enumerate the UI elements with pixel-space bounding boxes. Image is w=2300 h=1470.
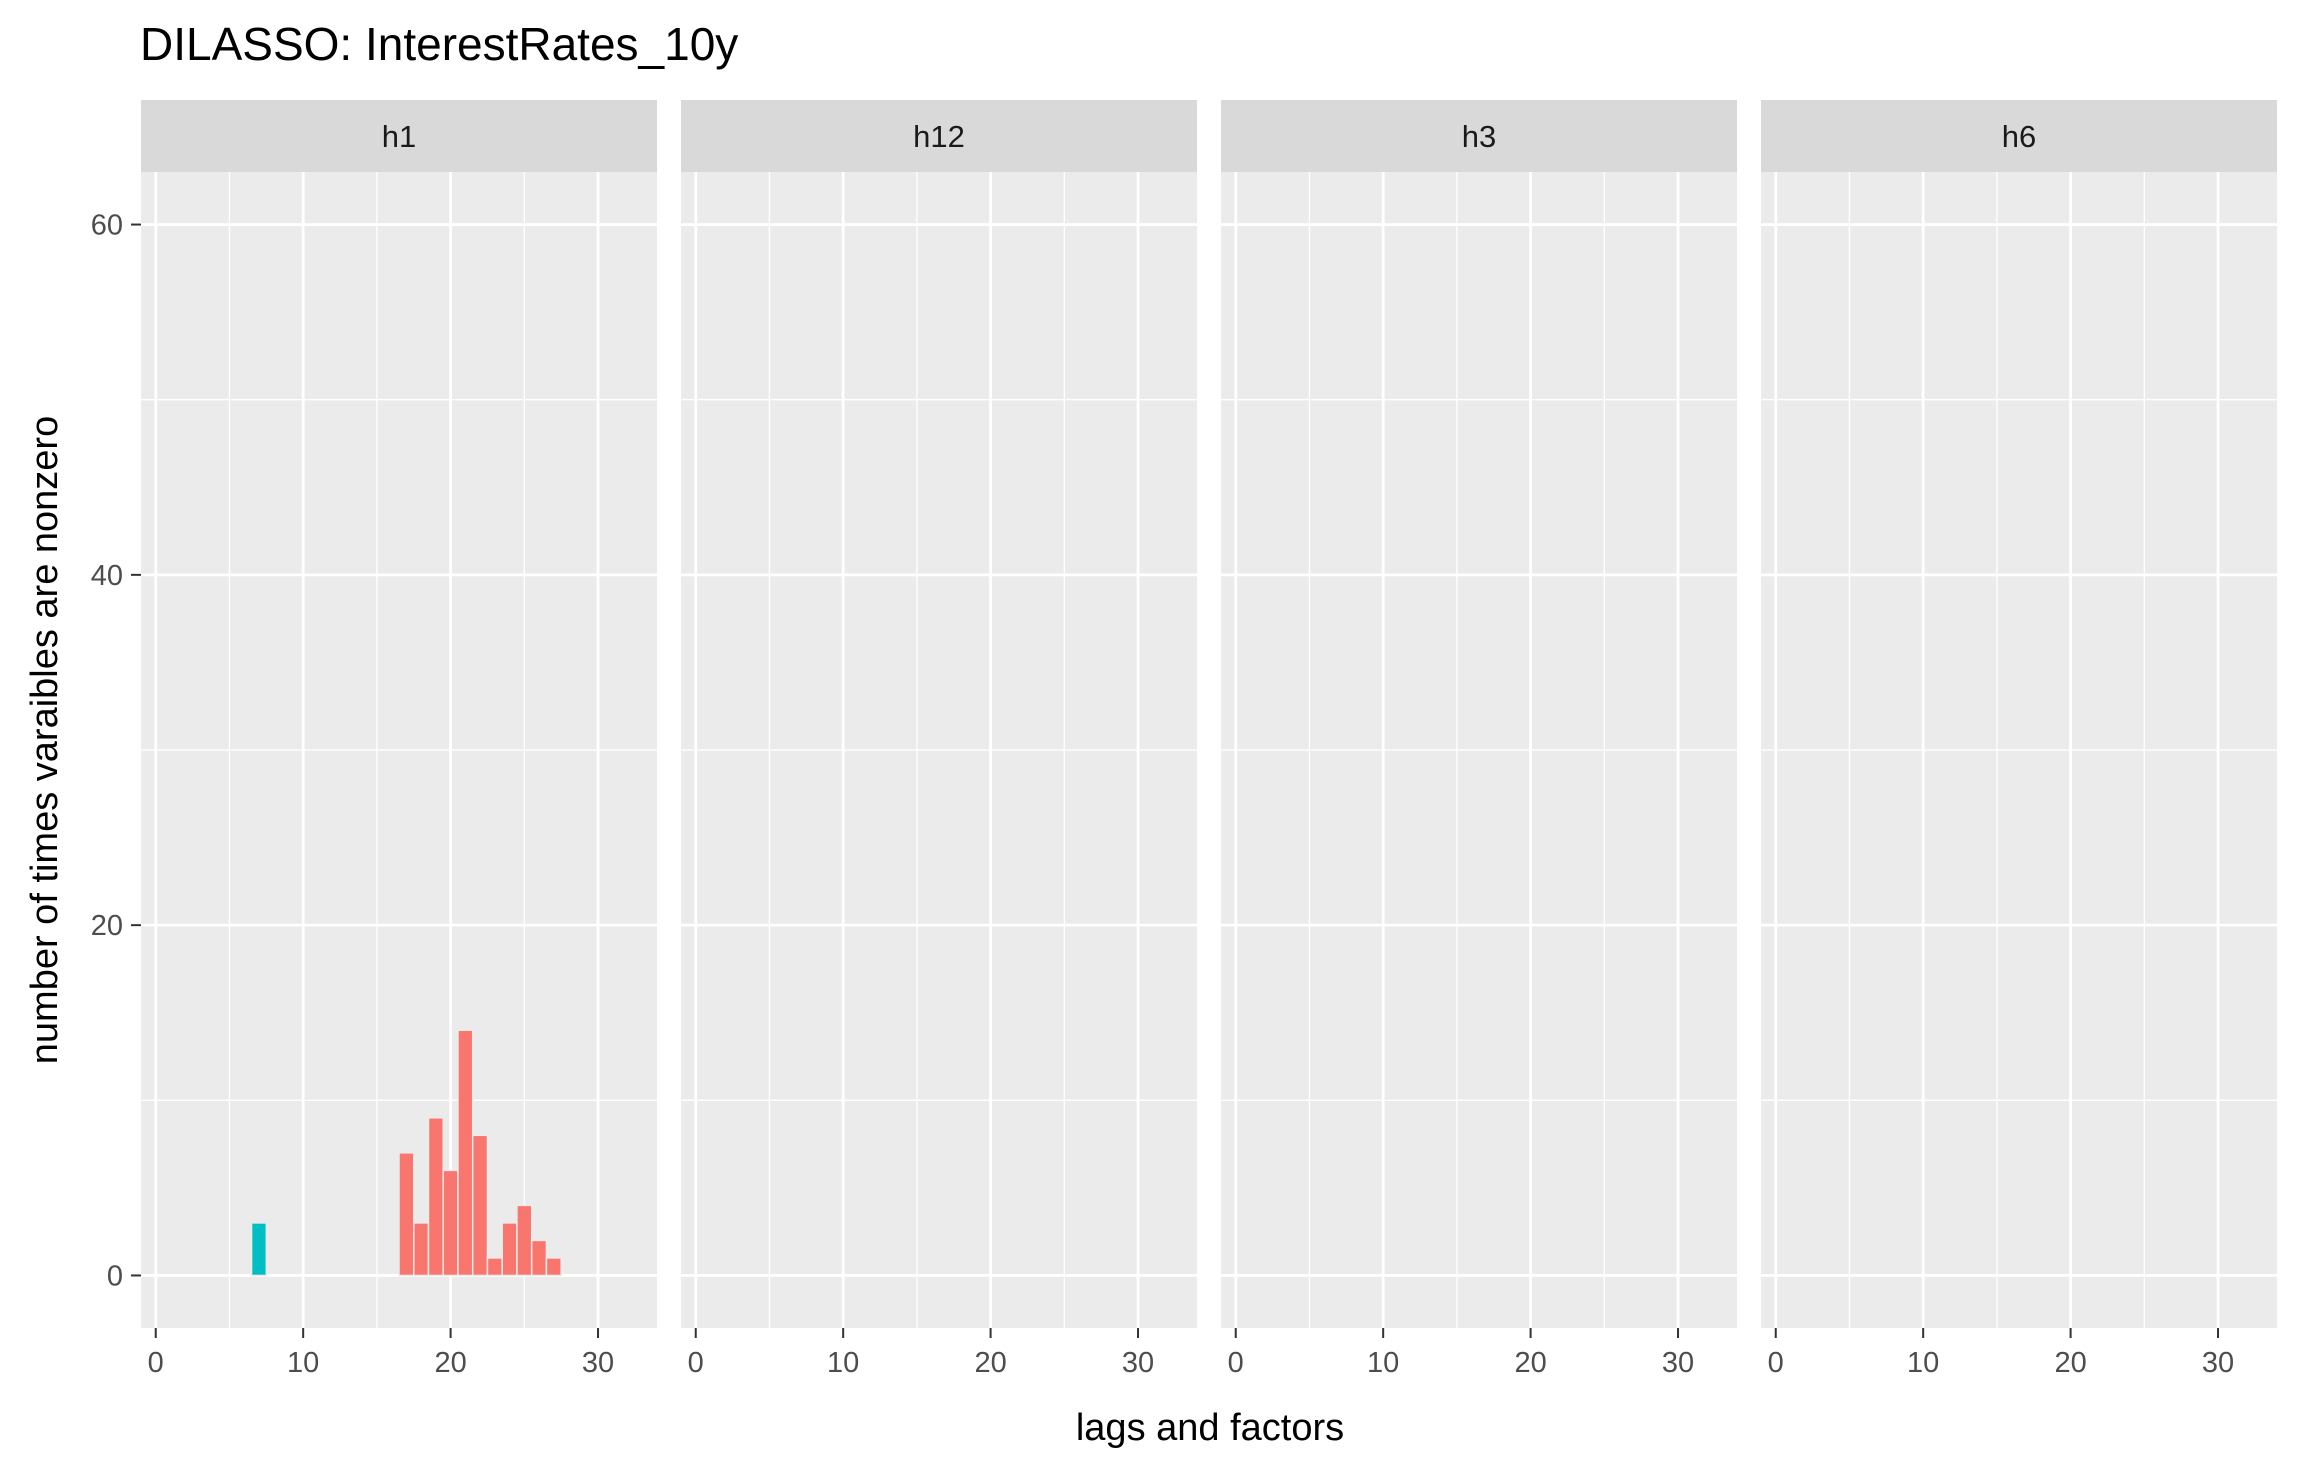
bar-factor — [545, 1257, 562, 1277]
y-tick-label: 0 — [107, 1260, 123, 1292]
bar-factor — [442, 1169, 459, 1277]
y-tick-label: 40 — [91, 560, 123, 592]
bar-factor — [501, 1222, 518, 1277]
facet-strip-label: h6 — [2002, 119, 2036, 154]
facet-panels: h1 0 10 20 30 h12 0 10 20 30 h3 0 10 20 30 h6 0 10 20 30 — [141, 100, 2277, 1379]
x-tick-label: 30 — [1662, 1347, 1694, 1379]
facet-panel-h12: h12 0 10 20 30 — [681, 100, 1197, 1379]
facet-strip — [141, 100, 657, 172]
x-tick-label: 0 — [1768, 1347, 1784, 1379]
facet-panel-h6: h6 0 10 20 30 — [1761, 100, 2277, 1379]
bar-factor — [398, 1152, 415, 1277]
bar-factor — [457, 1029, 474, 1277]
y-axis: 0 20 40 60 — [91, 210, 141, 1292]
x-tick-label: 20 — [2054, 1347, 2086, 1379]
bar-factor — [412, 1222, 430, 1277]
x-tick-label: 10 — [287, 1347, 319, 1379]
x-tick-label: 10 — [1907, 1347, 1939, 1379]
chart-title: DILASSO: InterestRates_10y — [140, 18, 738, 70]
x-tick-label: 20 — [434, 1347, 466, 1379]
x-tick-label: 0 — [1228, 1347, 1244, 1379]
x-tick-label: 20 — [1514, 1347, 1546, 1379]
facet-strip — [1761, 100, 2277, 172]
y-tick-label: 20 — [91, 910, 123, 942]
x-tick-label: 30 — [1122, 1347, 1154, 1379]
x-tick-label: 10 — [1367, 1347, 1399, 1379]
y-axis-title: number of times varaibles are nonzero — [24, 416, 66, 1064]
x-tick-label: 0 — [148, 1347, 164, 1379]
x-tick-label: 30 — [582, 1347, 614, 1379]
x-tick-label: 10 — [827, 1347, 859, 1379]
facet-strip-label: h1 — [382, 119, 416, 154]
bar-factor — [516, 1204, 533, 1277]
facet-panel-h3: h3 0 10 20 30 — [1221, 100, 1737, 1379]
bar-lag — [250, 1222, 268, 1277]
bar-factor — [530, 1239, 548, 1277]
facet-strip — [1221, 100, 1737, 172]
bar-factor — [471, 1134, 489, 1277]
facet-strip-label: h12 — [913, 119, 965, 154]
y-tick-label: 60 — [91, 210, 123, 242]
x-tick-label: 30 — [2202, 1347, 2234, 1379]
bar-factor — [427, 1117, 444, 1277]
x-tick-label: 20 — [974, 1347, 1006, 1379]
facet-panel-h1: h1 0 10 20 30 — [141, 100, 657, 1379]
x-axis-title: lags and factors — [1076, 1407, 1344, 1449]
facet-strip — [681, 100, 1197, 172]
bar-factor — [486, 1257, 503, 1277]
x-tick-label: 0 — [688, 1347, 704, 1379]
facet-strip-label: h3 — [1462, 119, 1496, 154]
